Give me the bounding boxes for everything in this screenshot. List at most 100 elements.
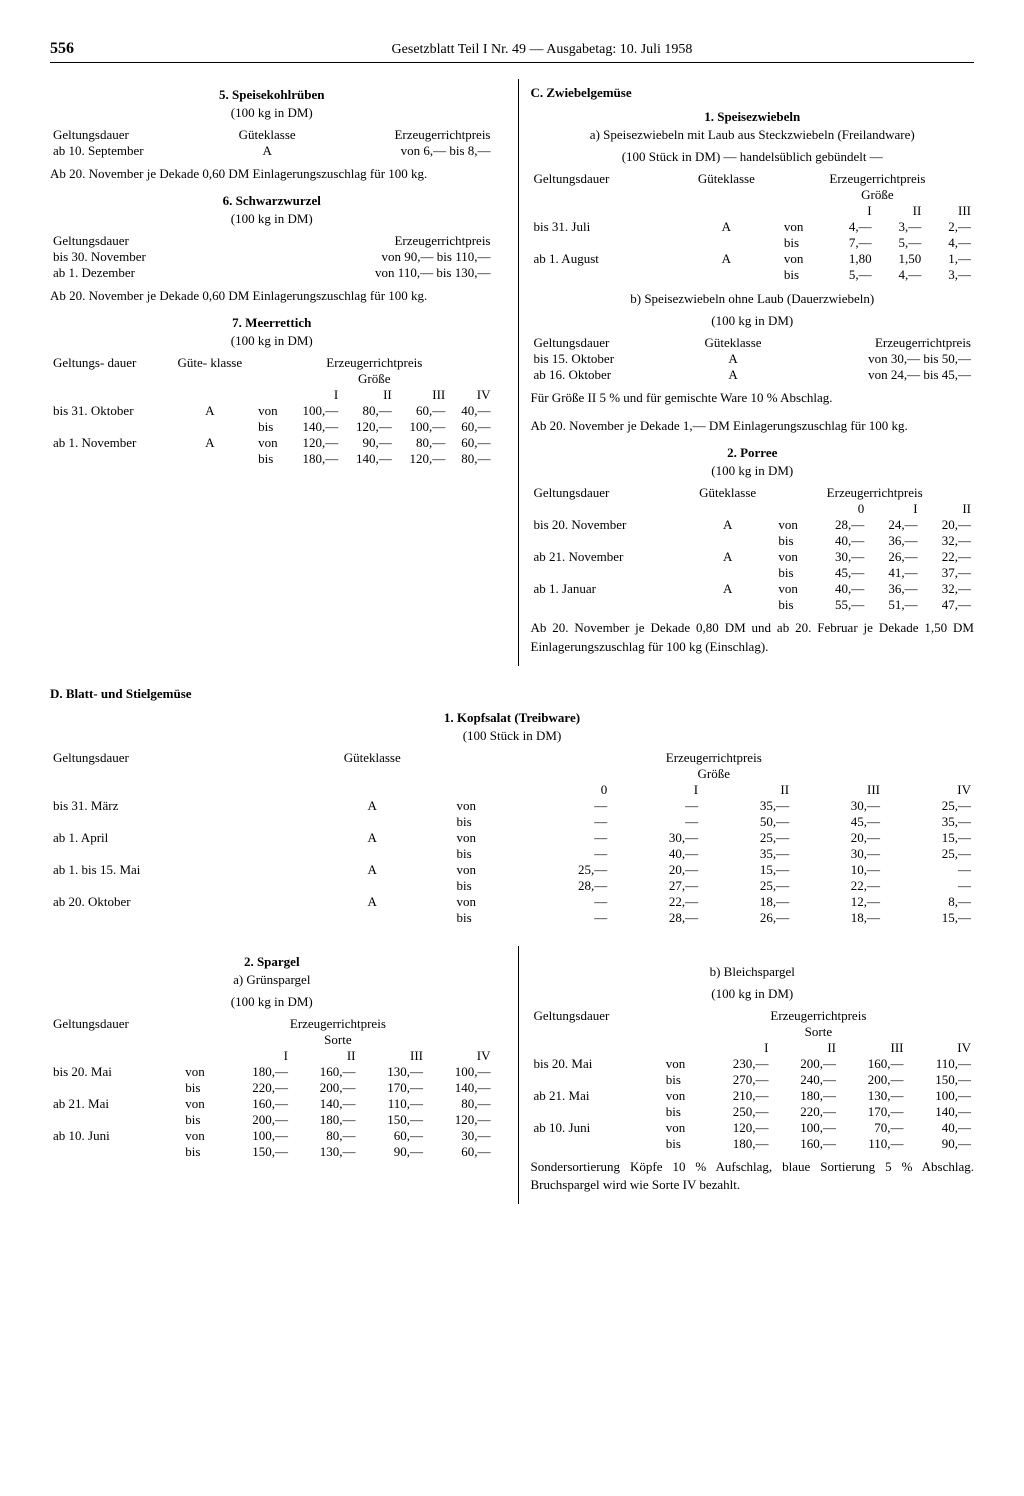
s6-unit: (100 kg in DM) [50,211,494,227]
c1a-table: GeltungsdauerGüteklasseErzeugerrichtprei… [531,171,975,283]
s5-unit: (100 kg in DM) [50,105,494,121]
d2-note-b: Sondersortierung Köpfe 10 % Aufschlag, b… [531,1158,975,1194]
d2-title: 2. Spargel [50,954,494,970]
table-row: IIIIIIIV [50,1048,494,1064]
s5-h2: Güteklasse [214,127,321,143]
c2-note: Ab 20. November je Dekade 0,80 DM und ab… [531,619,975,655]
c1-title: 1. Speisezwiebeln [531,109,975,125]
table-row: IIIIIIIV [50,387,494,403]
table-row: ab 21. Maivon210,—180,—130,—100,— [531,1088,975,1104]
d2-unit-b: (100 kg in DM) [531,986,975,1002]
D-title: D. Blatt- und Stielgemüse [50,686,974,702]
page-header: 556 Gesetzblatt Teil I Nr. 49 — Ausgabet… [50,40,974,63]
table-row: bis 15. Oktober A von 30,— bis 50,— [531,351,975,367]
table-row: ab 16. Oktober A von 24,— bis 45,— [531,367,975,383]
table-row: ab 21. NovemberAvon30,—26,—22,— [531,549,975,565]
d2-unit-a: (100 kg in DM) [50,994,494,1010]
table-row: bis 31. JuliAvon4,—3,—2,— [531,219,975,235]
section-D: D. Blatt- und Stielgemüse 1. Kopfsalat (… [50,686,974,926]
table-row: ab 10. Junivon120,—100,—70,—40,— [531,1120,975,1136]
header-title: Gesetzblatt Teil I Nr. 49 — Ausgabetag: … [110,42,974,58]
table-row: bis 31. OktoberAvon100,—80,—60,—40,— [50,403,494,419]
table-row: Sorte [50,1032,494,1048]
table-row: ab 1. JanuarAvon40,—36,—32,— [531,581,975,597]
table-row: GeltungsdauerGüteklasseErzeugerrichtprei… [531,171,975,187]
table-row: bis270,—240,—200,—150,— [531,1072,975,1088]
s5-note: Ab 20. November je Dekade 0,60 DM Einlag… [50,165,494,183]
s6-title: 6. Schwarzwurzel [50,193,494,209]
table-row: bis45,—41,—37,— [531,565,975,581]
table-row: bis180,—160,—110,—90,— [531,1136,975,1152]
table-row: ab 1. bis 15. MaiAvon25,—20,—15,—10,—— [50,862,974,878]
table-row: bis5,—4,—3,— [531,267,975,283]
right-col: C. Zwiebelgemüse 1. Speisezwiebeln a) Sp… [518,79,975,666]
C-title: C. Zwiebelgemüse [531,85,975,101]
table-row: bis 20. Maivon230,—200,—160,—110,— [531,1056,975,1072]
table-row: Größe [531,187,975,203]
d1-table: GeltungsdauerGüteklasseErzeugerrichtprei… [50,750,974,926]
table-row: ab 1. AprilAvon—30,—25,—20,—15,— [50,830,974,846]
table-row: Geltungs- dauerGüte- klasseErzeugerricht… [50,355,494,371]
table-row: bis220,—200,—170,—140,— [50,1080,494,1096]
table-row: bis150,—130,—90,—60,— [50,1144,494,1160]
table-row: Größe [50,371,494,387]
s5-r1a: ab 10. September [50,143,214,159]
page-number: 556 [50,40,110,58]
c1-sub-a: a) Speisezwiebeln mit Laub aus Steckzwie… [531,127,975,143]
table-row: IIIIIIIV [531,1040,975,1056]
s7-title: 7. Meerrettich [50,315,494,331]
table-row: ab 10. Junivon100,—80,—60,—30,— [50,1128,494,1144]
table-row: bis250,—220,—170,—140,— [531,1104,975,1120]
table-row: bis28,—27,—25,—22,—— [50,878,974,894]
table-row: GeltungsdauerGüteklasseErzeugerrichtprei… [531,485,975,501]
table-row: bis 20. Maivon180,—160,—130,—100,— [50,1064,494,1080]
s6-h1: Geltungsdauer [50,233,249,249]
table-row: IIIIII [531,203,975,219]
s5-r1b: A [214,143,321,159]
table-row: bis 31. MärzAvon——35,—30,—25,— [50,798,974,814]
s5-h3: Erzeugerrichtpreis [321,127,494,143]
upper-columns: 5. Speisekohlrüben (100 kg in DM) Geltun… [50,79,974,666]
d1-title: 1. Kopfsalat (Treibware) [50,710,974,726]
table-row: bis 20. NovemberAvon28,—24,—20,— [531,517,975,533]
c1b-h1: Geltungsdauer [531,335,679,351]
left-col: 5. Speisekohlrüben (100 kg in DM) Geltun… [50,79,494,666]
s5-table: Geltungsdauer Güteklasse Erzeugerrichtpr… [50,127,494,159]
d2-sub-a: a) Grünspargel [50,972,494,988]
table-row: bis180,—140,—120,—80,— [50,451,494,467]
c1-unit-a: (100 Stück in DM) — handelsüblich gebünd… [531,149,975,165]
d2b-table: GeltungsdauerErzeugerrichtpreisSorteIIII… [531,1008,975,1152]
c1-note-b1: Für Größe II 5 % und für gemischte Ware … [531,389,975,407]
c1-sub-b: b) Speisezwiebeln ohne Laub (Dauerzwiebe… [531,291,975,307]
table-row: ab 20. OktoberAvon—22,—18,—12,—8,— [50,894,974,910]
table-row: 0IIIIIIIV [50,782,974,798]
table-row: GeltungsdauerErzeugerrichtpreis [531,1008,975,1024]
s5-title: 5. Speisekohlrüben [50,87,494,103]
s7-table: Geltungs- dauerGüte- klasseErzeugerricht… [50,355,494,467]
table-row: GeltungsdauerErzeugerrichtpreis [50,1016,494,1032]
table-row: 0III [531,501,975,517]
c1b-h3: Erzeugerrichtpreis [787,335,974,351]
s6-note: Ab 20. November je Dekade 0,60 DM Einlag… [50,287,494,305]
d1-unit: (100 Stück in DM) [50,728,974,744]
s5-h1: Geltungsdauer [50,127,214,143]
table-row: bis140,—120,—100,—60,— [50,419,494,435]
s6-r2a: ab 1. Dezember [50,265,249,281]
table-row: bis40,—36,—32,— [531,533,975,549]
d2-sub-b: b) Bleichspargel [531,964,975,980]
c2-table: GeltungsdauerGüteklasseErzeugerrichtprei… [531,485,975,613]
s6-r1a: bis 30. November [50,249,249,265]
table-row: bis—40,—35,—30,—25,— [50,846,974,862]
table-row: Sorte [531,1024,975,1040]
table-row: ab 21. Maivon160,—140,—110,—80,— [50,1096,494,1112]
table-row: bis——50,—45,—35,— [50,814,974,830]
table-row: ab 1. NovemberAvon120,—90,—80,—60,— [50,435,494,451]
s7-unit: (100 kg in DM) [50,333,494,349]
c2-unit: (100 kg in DM) [531,463,975,479]
spargel-columns: 2. Spargel a) Grünspargel (100 kg in DM)… [50,946,974,1204]
s6-r2c: von 110,— bis 130,— [249,265,494,281]
table-row: ab 1. AugustAvon1,801,501,— [531,251,975,267]
table-row: bis200,—180,—150,—120,— [50,1112,494,1128]
d2a-table: GeltungsdauerErzeugerrichtpreisSorteIIII… [50,1016,494,1160]
table-row: bis—28,—26,—18,—15,— [50,910,974,926]
